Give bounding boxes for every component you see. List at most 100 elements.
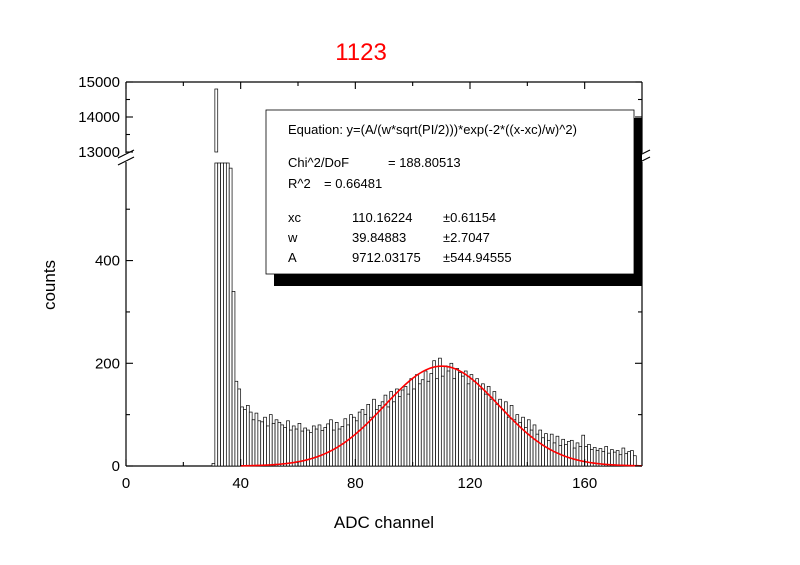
histogram-bar: [251, 419, 256, 467]
histogram-bar: [633, 455, 637, 467]
histogram-bar: [231, 291, 236, 467]
histogram-bar: [575, 442, 580, 467]
histogram-bar: [386, 406, 391, 467]
histogram-bar: [366, 404, 371, 467]
histogram-bar: [547, 439, 551, 467]
histogram-bar: [458, 372, 462, 467]
param-value: 110.16224: [352, 210, 413, 225]
histogram-bar: [466, 383, 471, 467]
histogram-bar: [552, 442, 557, 467]
histogram-bar: [461, 375, 465, 467]
histogram-bar: [455, 368, 459, 467]
histogram-bar: [294, 428, 299, 467]
histogram-bar: [214, 162, 219, 467]
histogram-bar: [346, 424, 350, 467]
param-value: 39.84883: [352, 230, 406, 245]
histogram-bar: [618, 454, 623, 467]
histogram-bar: [211, 463, 216, 467]
histogram-bar: [403, 386, 408, 467]
fit-equation: Equation: y=(A/(w*sqrt(PI/2)))*exp(-2*((…: [288, 122, 577, 137]
histogram-bar: [228, 167, 233, 467]
histogram-bar: [555, 435, 560, 467]
histogram-bar: [257, 420, 262, 467]
y-tick-label: 14000: [78, 109, 120, 126]
histogram-bar: [506, 416, 511, 467]
histogram-bar: [392, 401, 396, 467]
histogram-bar: [435, 378, 439, 467]
param-name: xc: [288, 210, 302, 225]
histogram-bar: [225, 162, 230, 467]
y-axis-label: counts: [40, 260, 59, 310]
histogram-bar: [248, 411, 253, 467]
histogram-bar: [283, 427, 287, 467]
histogram-bar: [400, 389, 405, 467]
r2-label: R^2: [288, 176, 311, 191]
histogram-bar: [615, 450, 620, 467]
x-tick-label: 0: [122, 475, 130, 492]
histogram-bar: [526, 419, 531, 467]
histogram-bar: [297, 423, 302, 467]
histogram-bar: [234, 380, 239, 467]
histogram-bar: [472, 380, 477, 467]
histogram-bar: [630, 450, 634, 467]
histogram-bar: [604, 446, 608, 467]
histogram-bar: [291, 425, 296, 467]
histogram-bar: [498, 398, 502, 467]
histogram-bar: [314, 428, 319, 467]
x-tick-label: 80: [347, 475, 364, 492]
histogram-bar: [349, 414, 353, 467]
param-error: ±2.7047: [443, 230, 490, 245]
param-name: w: [287, 230, 298, 245]
y-tick-label: 200: [95, 355, 120, 372]
histogram-bar: [243, 409, 247, 467]
histogram-bar: [432, 360, 436, 467]
x-tick-label: 160: [572, 475, 597, 492]
histogram-bar: [389, 391, 393, 467]
stats-box-panel: [265, 109, 635, 275]
histogram-bar: [564, 444, 568, 467]
histogram-bar: [569, 439, 574, 467]
histogram-bar: [420, 379, 425, 467]
histogram-bar: [223, 162, 227, 467]
histogram-bar: [217, 162, 221, 467]
break-mark-left: [117, 149, 135, 159]
histogram-bar: [326, 423, 330, 467]
histogram-bar: [541, 437, 545, 467]
histogram-bar: [624, 453, 629, 467]
histogram-bar: [323, 427, 328, 467]
histogram-bar: [486, 386, 491, 467]
histogram-bar: [561, 438, 565, 467]
histogram-bar: [274, 419, 279, 467]
histogram-bar: [535, 433, 540, 467]
histogram-bar: [334, 421, 339, 467]
histogram-bar: [627, 451, 631, 467]
histogram-bar: [268, 414, 273, 467]
param-value: 9712.03175: [352, 250, 421, 265]
histogram-bar: [463, 370, 468, 467]
histogram-bar: [578, 446, 583, 467]
histogram-bar: [317, 424, 322, 467]
histogram-bar: [412, 388, 416, 467]
histogram-bar: [572, 447, 577, 467]
histogram-bar: [446, 370, 451, 467]
histogram-bar: [397, 396, 402, 467]
histogram-bar: [372, 398, 376, 467]
axis-ticks: 0 40 80 120 160 0 200 400 13000 14000 15000: [78, 74, 642, 492]
y-tick-label: 0: [112, 458, 120, 475]
histogram-bar: [340, 426, 345, 467]
histogram-bar: [409, 378, 414, 467]
histogram-bar: [357, 411, 362, 467]
r2-value: = 0.66481: [324, 176, 382, 191]
y-tick-label: 13000: [78, 144, 120, 161]
histogram-bar: [380, 401, 385, 467]
histogram-bar: [469, 374, 474, 467]
param-name: A: [288, 250, 297, 265]
histogram-bar: [495, 404, 500, 467]
histogram-bar: [567, 440, 571, 467]
histogram-bar: [489, 398, 494, 467]
param-error: ±0.61154: [443, 210, 496, 225]
histogram-bar: [254, 412, 259, 467]
histogram-bar: [395, 388, 399, 467]
chi-value: = 188.80513: [388, 155, 461, 170]
